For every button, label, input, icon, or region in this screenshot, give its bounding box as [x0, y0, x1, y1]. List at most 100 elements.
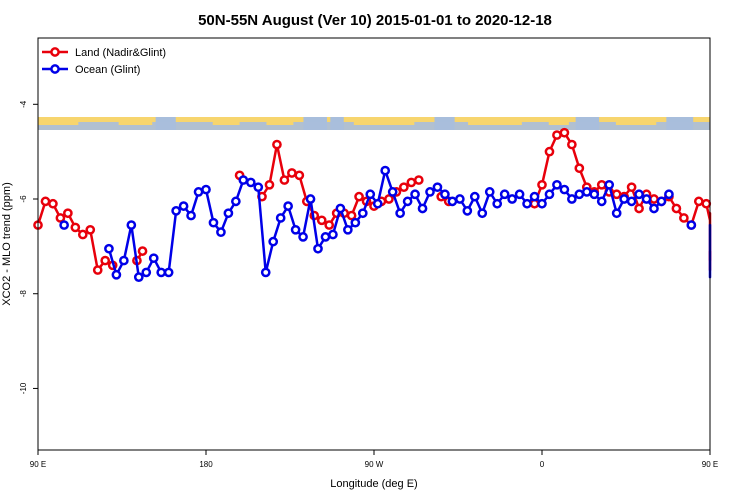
legend-label: Ocean (Glint): [75, 64, 140, 76]
data-point: [380, 165, 391, 176]
data-point: [40, 196, 51, 207]
data-point: [316, 215, 327, 226]
data-point: [119, 255, 129, 266]
data-point: [537, 198, 547, 209]
data-point: [611, 208, 622, 219]
data-point: [492, 198, 503, 209]
data-point: [596, 179, 607, 190]
data-point: [55, 213, 66, 223]
data-point: [552, 179, 562, 190]
map-land-patch: [266, 122, 294, 125]
data-point: [231, 196, 241, 207]
data-point: [514, 189, 525, 200]
data-point: [133, 272, 144, 282]
data-point: [283, 201, 293, 211]
data-point: [223, 208, 234, 219]
data-point: [581, 187, 592, 197]
data-point: [294, 170, 305, 181]
legend-label: Land (Nadir&Glint): [75, 47, 166, 59]
data-point: [626, 182, 637, 193]
data-point: [462, 206, 473, 216]
data-point: [552, 130, 562, 140]
data-point: [567, 139, 577, 150]
data-point: [440, 189, 450, 200]
legend-marker: [50, 64, 60, 74]
data-point: [406, 177, 417, 188]
series-land: [33, 127, 712, 275]
data-point: [693, 196, 704, 207]
data-point: [477, 208, 488, 219]
data-point: [264, 179, 275, 190]
data-point: [156, 267, 167, 278]
y-axis-label: XCO2 - MLO trend (ppm): [1, 182, 13, 305]
data-point: [469, 191, 480, 202]
map-land-patch: [353, 122, 415, 125]
data-point: [567, 194, 577, 204]
data-point: [402, 196, 413, 207]
x-tick-label: 180: [199, 460, 213, 469]
map-ocean-band: [38, 122, 710, 130]
data-point: [343, 224, 353, 235]
data-point: [268, 236, 279, 247]
data-point: [559, 127, 570, 138]
data-point: [171, 206, 181, 216]
data-point: [186, 210, 196, 221]
data-point: [63, 208, 73, 219]
data-point: [611, 189, 622, 200]
legend: Land (Nadir&Glint) Ocean (Glint): [42, 47, 166, 76]
x-tick-label: 0: [540, 460, 545, 469]
plot-area: [33, 37, 712, 451]
data-point: [387, 187, 398, 197]
data-point: [365, 189, 376, 200]
data-point: [574, 189, 585, 200]
data-point: [253, 182, 264, 193]
data-point: [522, 198, 532, 209]
data-point: [148, 253, 159, 264]
data-point: [413, 175, 424, 185]
data-point: [649, 203, 659, 214]
data-point: [137, 246, 148, 256]
series-line: [331, 169, 670, 235]
data-point: [649, 194, 659, 204]
data-point: [701, 198, 712, 209]
data-point: [324, 220, 335, 230]
data-point: [313, 243, 323, 254]
data-point: [298, 232, 308, 242]
data-point: [384, 194, 394, 204]
data-point: [529, 191, 540, 202]
y-axis: -4 -6 -8 -10: [19, 100, 38, 394]
data-point: [238, 175, 249, 185]
data-point: [335, 203, 346, 214]
data-point: [357, 208, 368, 219]
data-point: [544, 146, 555, 157]
data-point: [141, 267, 152, 278]
map-land-patch: [212, 122, 240, 125]
data-point: [686, 220, 697, 230]
data-point: [589, 189, 600, 200]
data-point: [272, 139, 282, 150]
data-point: [634, 203, 644, 214]
data-point: [260, 267, 271, 278]
data-point: [507, 194, 517, 204]
data-point: [544, 189, 555, 200]
data-point: [641, 194, 652, 204]
data-point: [537, 179, 547, 190]
data-point: [70, 222, 81, 233]
data-point: [596, 196, 607, 207]
data-point: [245, 177, 256, 188]
data-point: [499, 189, 510, 200]
data-point: [417, 203, 428, 214]
series-ocean: [59, 165, 712, 282]
data-point: [619, 194, 629, 204]
data-point: [346, 210, 357, 221]
data-point: [604, 179, 615, 190]
data-point: [354, 191, 364, 202]
data-point: [201, 184, 211, 195]
data-point: [100, 255, 111, 266]
x-tick-label: 90 E: [30, 460, 46, 469]
data-point: [634, 189, 644, 200]
data-point: [193, 187, 204, 197]
data-point: [671, 203, 682, 214]
data-point: [626, 196, 637, 207]
